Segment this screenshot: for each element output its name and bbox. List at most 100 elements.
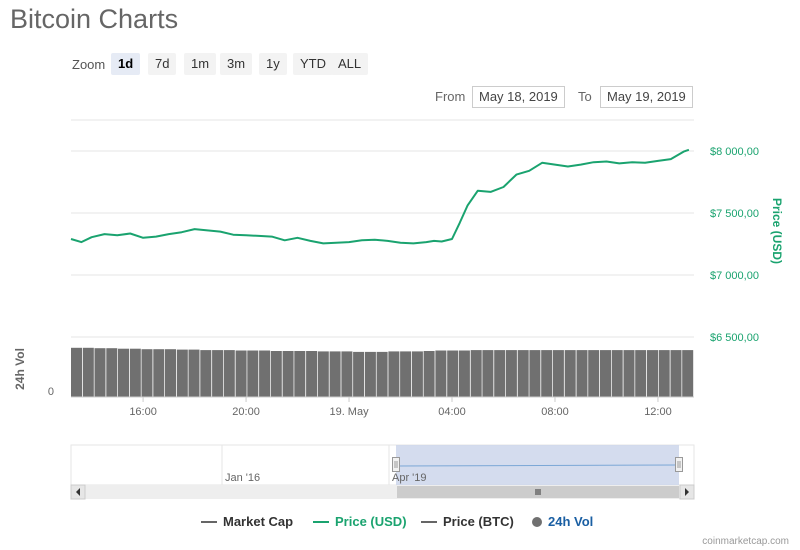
zoom-1d-button[interactable]: 1d (111, 53, 141, 75)
x-axis-tick-label: 12:00 (644, 406, 672, 418)
credit-link[interactable]: coinmarketcap.com (702, 536, 789, 547)
volume-bar (282, 351, 294, 397)
volume-bar (270, 351, 282, 397)
volume-bar (623, 350, 635, 397)
volume-bar (364, 351, 376, 397)
volume-bar (188, 349, 200, 397)
zoom-1y-button[interactable]: 1y (259, 53, 287, 75)
navigator[interactable]: Jan '16 Apr '19 (70, 444, 695, 486)
volume-bar (259, 350, 271, 397)
volume-bar (294, 351, 306, 397)
legend-24h-vol[interactable]: 24h Vol (532, 514, 593, 529)
price-axis-tick-label: $7 000,00 (710, 270, 759, 282)
volume-bar (376, 351, 388, 397)
volume-bar (423, 351, 435, 397)
price-axis-tick-label: $8 000,00 (710, 146, 759, 158)
volume-bar (71, 347, 82, 397)
volume-bar (118, 348, 129, 397)
x-axis-tick-label: 16:00 (129, 406, 157, 418)
volume-bar (106, 348, 118, 397)
volume-bar (411, 351, 423, 397)
volume-bar (129, 348, 141, 397)
volume-bar (494, 350, 506, 397)
volume-bar (153, 349, 165, 397)
price-axis-title: Price (USD) (770, 198, 784, 264)
volume-bar (682, 350, 694, 397)
volume-bar (223, 350, 235, 397)
volume-bar (247, 350, 259, 397)
navigator-scrollbar[interactable] (70, 484, 695, 500)
x-axis-tick-label: 20:00 (232, 406, 260, 418)
volume-bar (517, 350, 529, 397)
legend-label: Price (BTC) (443, 514, 514, 529)
navigator-label-jan16: Jan '16 (225, 472, 260, 484)
volume-axis-title: 24h Vol (13, 348, 27, 390)
zoom-7d-button[interactable]: 7d (148, 53, 177, 75)
legend-label: Price (USD) (335, 514, 407, 529)
volume-bar (611, 350, 623, 397)
volume-bar (317, 351, 329, 397)
volume-bar (505, 350, 517, 397)
from-date-input[interactable]: May 18, 2019 (472, 86, 565, 108)
volume-bar (235, 350, 247, 397)
volume-bar (470, 350, 482, 397)
volume-bar (165, 349, 176, 397)
volume-bar (588, 350, 600, 397)
legend-line-icon (313, 520, 329, 523)
zoom-all-button[interactable]: ALL (331, 53, 369, 75)
to-date-input[interactable]: May 19, 2019 (600, 86, 693, 108)
legend-label: 24h Vol (548, 514, 594, 529)
navigator-label-apr19: Apr '19 (392, 472, 427, 484)
zoom-label: Zoom (72, 57, 106, 72)
volume-bar (400, 351, 412, 397)
volume-bar (353, 351, 365, 397)
volume-bar (306, 351, 318, 397)
zoom-ytd-button[interactable]: YTD (293, 53, 333, 75)
volume-bar (458, 350, 470, 397)
legend-line-icon (201, 520, 217, 523)
x-axis-tick-label: 04:00 (438, 406, 466, 418)
volume-bar (212, 350, 224, 397)
price-usd-line (70, 148, 690, 245)
volume-bar (647, 350, 658, 397)
from-label: From (435, 89, 466, 104)
volume-bars (71, 347, 694, 397)
legend-price-btc[interactable]: Price (BTC) (421, 514, 514, 529)
to-label: To (578, 89, 592, 104)
volume-axis-tick-0: 0 (48, 386, 54, 398)
page-title: Bitcoin Charts (10, 4, 179, 34)
grid-lines (71, 119, 694, 338)
navigator-right-handle[interactable] (675, 457, 683, 472)
price-axis-ticks: $6 500,00 $7 000,00 $7 500,00 $8 000,00 (710, 146, 759, 344)
x-axis-tick-label: 08:00 (541, 406, 569, 418)
scroll-left-arrow-icon (76, 488, 80, 496)
volume-bar (200, 350, 212, 397)
volume-bar (600, 350, 611, 397)
volume-bar (141, 349, 153, 397)
volume-bar (329, 351, 341, 397)
scroll-right-arrow-icon (685, 488, 689, 496)
volume-bar (564, 350, 576, 397)
volume-bar (658, 350, 670, 397)
legend-label: Market Cap (223, 514, 294, 529)
price-axis-tick-label: $6 500,00 (710, 332, 759, 344)
volume-bar (541, 350, 553, 397)
volume-bar (176, 349, 188, 397)
volume-bar (388, 351, 400, 397)
zoom-3m-button[interactable]: 3m (220, 53, 253, 75)
navigator-series-line (395, 464, 680, 467)
legend-dot-icon (532, 516, 542, 527)
zoom-1m-button[interactable]: 1m (184, 53, 217, 75)
legend-price-usd[interactable]: Price (USD) (313, 514, 407, 529)
volume-bar (635, 350, 647, 397)
navigator-left-handle[interactable] (392, 457, 400, 472)
volume-bar (435, 350, 447, 397)
volume-bar (670, 350, 682, 397)
x-axis-tick-label: 19. May (329, 406, 369, 418)
legend-market-cap[interactable]: Market Cap (201, 514, 293, 529)
volume-bar (447, 350, 459, 397)
volume-bar (529, 350, 541, 397)
volume-bar (82, 347, 94, 397)
legend-line-icon (421, 520, 437, 523)
